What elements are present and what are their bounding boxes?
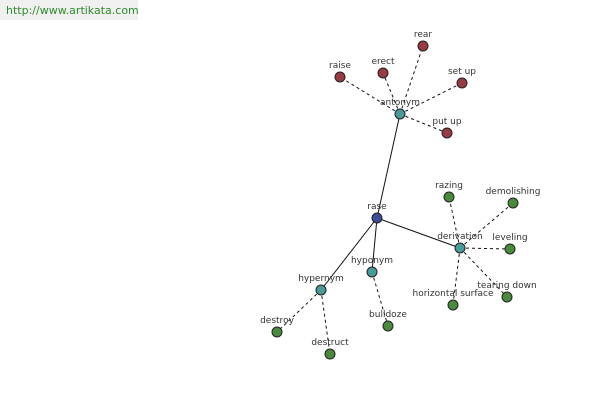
- node[interactable]: [324, 348, 336, 360]
- node[interactable]: [382, 320, 394, 332]
- node[interactable]: [504, 243, 516, 255]
- site-url[interactable]: http://www.artikata.com: [6, 4, 139, 17]
- dashed-edge: [382, 72, 401, 115]
- node[interactable]: [371, 212, 383, 224]
- node[interactable]: [443, 191, 455, 203]
- node[interactable]: [334, 71, 346, 83]
- dashed-edge: [459, 247, 511, 250]
- node[interactable]: [456, 77, 468, 89]
- edge: [376, 217, 461, 249]
- dashed-edge: [320, 289, 331, 355]
- dashed-edge: [448, 196, 461, 249]
- node-label: rear: [414, 30, 433, 40]
- node-label: hypernym: [298, 274, 344, 284]
- node[interactable]: [271, 326, 283, 338]
- node-label: put up: [432, 117, 462, 127]
- node-label: rase: [367, 202, 387, 212]
- header: http://www.artikata.com: [0, 0, 139, 20]
- node[interactable]: [417, 40, 429, 52]
- node-label: razing: [435, 181, 463, 191]
- node-label: tearing down: [477, 281, 536, 291]
- node[interactable]: [315, 284, 327, 296]
- dashed-edge: [339, 76, 401, 115]
- dashed-edge: [459, 247, 508, 298]
- edge: [371, 217, 378, 273]
- node-label: destruct: [311, 338, 349, 348]
- node-label: horizontal surface: [412, 289, 493, 299]
- node[interactable]: [441, 127, 453, 139]
- node-label: set up: [448, 67, 476, 77]
- node[interactable]: [377, 67, 389, 79]
- node-label: antonym: [380, 98, 420, 108]
- node-label: destroy: [260, 316, 294, 326]
- node[interactable]: [501, 291, 513, 303]
- node[interactable]: [454, 242, 466, 254]
- dashed-edge: [276, 289, 322, 333]
- edge: [320, 217, 378, 291]
- node-label: bulldoze: [369, 310, 407, 320]
- node-label: derivation: [437, 232, 483, 242]
- node[interactable]: [366, 266, 378, 278]
- node-label: hyponym: [351, 256, 393, 266]
- node-label: demolishing: [486, 187, 541, 197]
- node-label: leveling: [492, 233, 527, 243]
- node[interactable]: [394, 108, 406, 120]
- node[interactable]: [507, 197, 519, 209]
- edge: [376, 113, 401, 219]
- node[interactable]: [447, 299, 459, 311]
- dashed-edge: [399, 113, 448, 134]
- node-label: erect: [371, 57, 395, 67]
- node-label: raise: [329, 61, 351, 71]
